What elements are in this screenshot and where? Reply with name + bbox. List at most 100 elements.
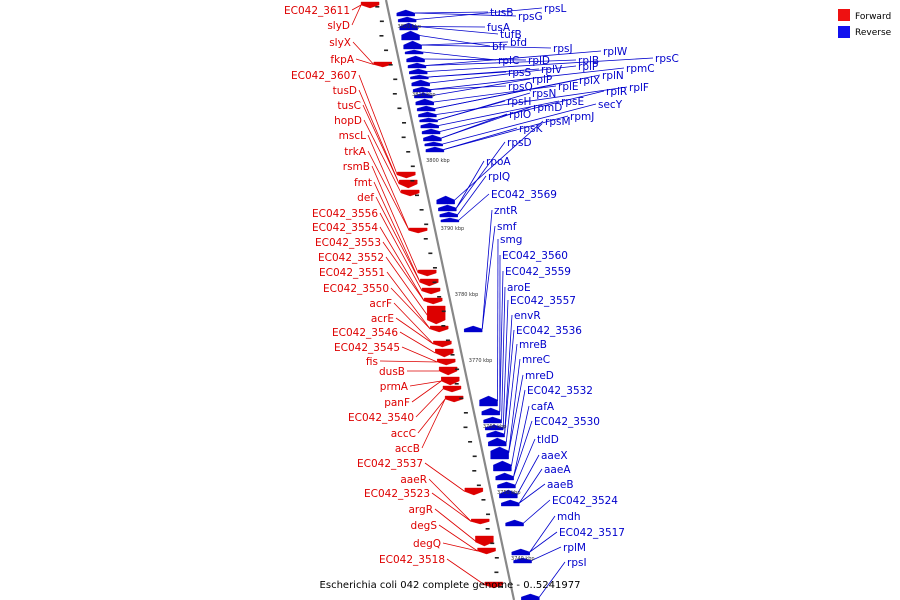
reverse-gene-label: aroE xyxy=(507,282,531,294)
reverse-gene-label: rpsD xyxy=(507,137,532,149)
reverse-label-connector xyxy=(435,74,601,109)
gene-tick-mark xyxy=(406,151,411,153)
forward-label-connector xyxy=(415,388,444,418)
reverse-gene-feature-11 xyxy=(412,86,432,93)
forward-label-connector xyxy=(371,165,419,274)
reverse-label-connector xyxy=(531,546,562,561)
reverse-gene-label: rpsE xyxy=(561,96,584,108)
reverse-gene-feature-17 xyxy=(420,122,439,129)
reverse-gene-label: bfr xyxy=(492,41,507,53)
gene-labels: EC042_3611 slyD slyX fkpA EC042_3607 tusD tusC… xyxy=(284,3,679,569)
reverse-gene-label: EC042_3569 xyxy=(491,189,557,201)
forward-label-connector xyxy=(351,4,362,11)
label-connector-lines xyxy=(351,4,654,598)
forward-gene-label: EC042_3523 xyxy=(364,488,430,500)
legend-reverse-label: Reverse xyxy=(855,28,892,38)
forward-gene-label: EC042_3518 xyxy=(379,554,445,566)
forward-label-connector xyxy=(434,508,476,542)
gene-tick-mark xyxy=(410,180,415,182)
forward-gene-label: def xyxy=(357,192,374,204)
reverse-label-connector xyxy=(436,86,628,115)
reverse-gene-label: mdh xyxy=(557,511,581,523)
gene-tick-mark xyxy=(375,6,380,8)
scale-tick-label: 3820 kbp xyxy=(398,24,422,30)
reverse-label-connector xyxy=(457,175,487,215)
reverse-gene-label: rplE xyxy=(558,81,579,93)
forward-gene-feature-64 xyxy=(475,535,494,547)
reverse-label-connector xyxy=(423,51,497,61)
reverse-gene-feature-4 xyxy=(403,40,422,50)
reverse-label-connector xyxy=(501,286,506,421)
reverse-label-connector xyxy=(515,438,536,486)
forward-label-connector xyxy=(363,119,402,194)
gene-tick-mark xyxy=(490,542,495,545)
reverse-gene-label: EC042_3557 xyxy=(510,295,576,307)
reverse-gene-feature-35 xyxy=(495,472,514,481)
gene-features xyxy=(360,1,540,600)
reverse-gene-feature-5 xyxy=(404,49,424,55)
reverse-gene-feature-33 xyxy=(490,446,509,460)
reverse-label-connector xyxy=(454,120,544,201)
gene-tick-mark xyxy=(397,107,402,110)
reverse-gene-label: rpsI xyxy=(567,557,587,569)
reverse-label-connector xyxy=(431,85,507,90)
forward-gene-label: EC042_3556 xyxy=(312,208,378,220)
forward-label-connector xyxy=(411,380,442,403)
reverse-gene-label: rplF xyxy=(629,82,649,94)
reverse-gene-label: rpsG xyxy=(518,11,543,23)
forward-gene-label: tusD xyxy=(333,85,357,97)
forward-label-connector xyxy=(438,524,478,552)
forward-gene-label: EC042_3553 xyxy=(315,237,381,249)
reverse-gene-feature-20 xyxy=(424,141,443,147)
reverse-gene-label: secY xyxy=(598,99,623,111)
forward-gene-label: EC042_3551 xyxy=(319,267,385,279)
gene-tick-mark xyxy=(494,557,499,559)
reverse-gene-label: rpmD xyxy=(533,102,562,114)
forward-gene-label: EC042_3550 xyxy=(323,283,389,295)
gene-tick-mark xyxy=(499,586,504,588)
forward-label-connector xyxy=(355,58,374,65)
reverse-label-connector xyxy=(414,12,517,17)
reverse-gene-label: mreD xyxy=(525,370,554,382)
reverse-gene-feature-7 xyxy=(407,62,427,69)
forward-label-connector xyxy=(382,241,425,302)
forward-gene-label: degS xyxy=(411,520,438,532)
forward-gene-feature-57 xyxy=(437,358,456,366)
reverse-label-connector xyxy=(416,7,543,20)
reverse-gene-feature-25 xyxy=(440,217,460,223)
reverse-gene-feature-6 xyxy=(406,55,425,63)
reverse-label-connector xyxy=(505,343,518,443)
forward-gene-feature-43 xyxy=(360,1,380,9)
gene-tick-mark xyxy=(392,93,397,95)
forward-gene-feature-66 xyxy=(484,581,503,589)
reverse-gene-label: rpsH xyxy=(507,96,531,108)
forward-gene-label: EC042_3537 xyxy=(357,458,423,470)
forward-gene-feature-62 xyxy=(464,487,484,496)
forward-gene-label: EC042_3546 xyxy=(332,327,398,339)
reverse-gene-label: rpsN xyxy=(532,88,556,100)
forward-label-connector xyxy=(428,478,472,522)
reverse-gene-label: EC042_3517 xyxy=(559,527,625,539)
scale-tick-label: 3780 kbp xyxy=(455,292,479,298)
forward-gene-label: degQ xyxy=(413,538,441,550)
reverse-label-connector xyxy=(414,11,489,14)
gene-tick-mark xyxy=(419,209,424,211)
reverse-gene-feature-30 xyxy=(485,424,504,431)
scale-ticks: 3820 kbp 3810 kbp 3800 kbp 3790 kbp 3780 kbp… xyxy=(398,24,535,562)
forward-gene-label: dusB xyxy=(379,366,405,378)
reverse-gene-label: aaeX xyxy=(541,450,568,462)
scale-tick-label: 3740 kbp xyxy=(511,556,535,562)
reverse-gene-label: zntR xyxy=(494,205,518,217)
gene-tick-mark xyxy=(414,194,419,197)
reverse-gene-feature-36 xyxy=(497,481,516,489)
forward-gene-label: argR xyxy=(408,504,433,516)
reverse-gene-label: rplC xyxy=(498,55,519,67)
reverse-label-connector xyxy=(504,329,515,435)
forward-gene-feature-63 xyxy=(471,518,490,525)
reverse-gene-label: smg xyxy=(500,234,522,246)
gene-tick-mark xyxy=(494,571,499,574)
forward-gene-label: fkpA xyxy=(330,54,354,66)
reverse-label-connector xyxy=(481,209,493,330)
reverse-gene-feature-10 xyxy=(411,79,430,87)
forward-label-connector xyxy=(399,331,436,354)
